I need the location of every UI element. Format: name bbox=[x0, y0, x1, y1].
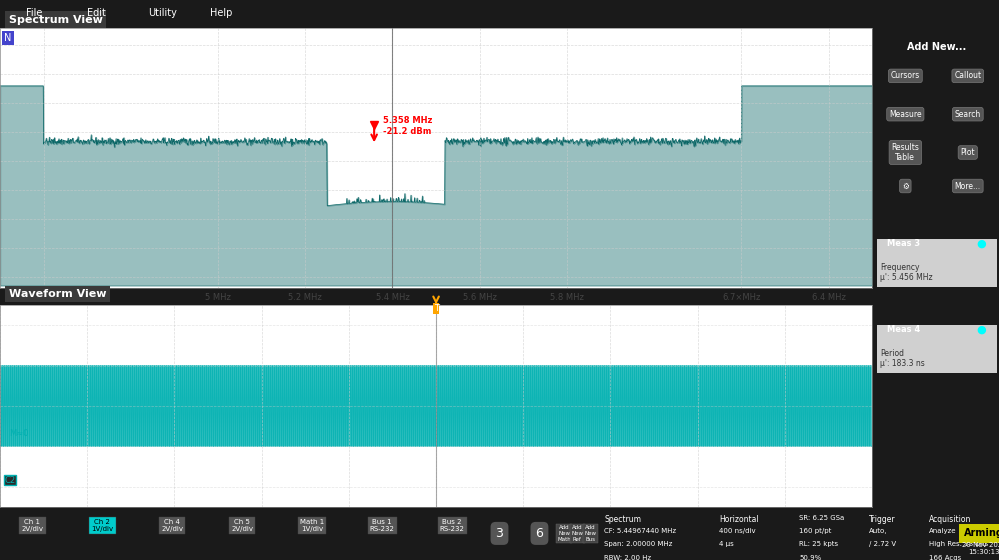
Text: Add
New
Math: Add New Math bbox=[557, 525, 571, 542]
Text: Waveform View: Waveform View bbox=[9, 289, 106, 299]
Text: / 2.72 V: / 2.72 V bbox=[869, 542, 896, 547]
Text: Math 1
1V/div: Math 1 1V/div bbox=[300, 519, 325, 532]
Text: Auto,: Auto, bbox=[869, 528, 888, 534]
Text: Add
New
Bus: Add New Bus bbox=[584, 525, 596, 542]
Text: ●: ● bbox=[977, 239, 987, 249]
Text: Callout: Callout bbox=[954, 71, 981, 81]
Text: 166 Acqs: 166 Acqs bbox=[929, 554, 961, 560]
Text: 4 μs: 4 μs bbox=[719, 542, 734, 547]
Text: Results
Table: Results Table bbox=[891, 143, 919, 162]
Text: Ch 5
2V/div: Ch 5 2V/div bbox=[231, 519, 254, 532]
Text: M≈0: M≈0 bbox=[9, 429, 28, 438]
Text: Ch 1
2V/div: Ch 1 2V/div bbox=[21, 519, 44, 532]
Text: 400 ns/div: 400 ns/div bbox=[719, 528, 756, 534]
Text: Meas 3: Meas 3 bbox=[887, 239, 920, 248]
Text: Ch 4
2V/div: Ch 4 2V/div bbox=[161, 519, 184, 532]
Text: 50.9%: 50.9% bbox=[799, 554, 821, 560]
Text: Measure: Measure bbox=[889, 110, 922, 119]
Text: Frequency
μ': 5.456 MHz: Frequency μ': 5.456 MHz bbox=[880, 263, 933, 282]
Text: Bus 2
RS-232: Bus 2 RS-232 bbox=[440, 519, 465, 532]
Text: ◀: ◀ bbox=[855, 314, 863, 323]
Text: Analyze: Analyze bbox=[929, 528, 957, 534]
Text: Trigger: Trigger bbox=[869, 515, 896, 524]
Text: Spectrum View: Spectrum View bbox=[9, 15, 103, 25]
Text: 6: 6 bbox=[535, 527, 543, 540]
Text: Cursors: Cursors bbox=[891, 71, 920, 81]
Text: SR: 6.25 GSa: SR: 6.25 GSa bbox=[799, 515, 844, 521]
Text: Arming: Arming bbox=[964, 529, 999, 538]
Text: ●: ● bbox=[977, 325, 987, 335]
Text: Period
μ': 183.3 ns: Period μ': 183.3 ns bbox=[880, 349, 925, 368]
Text: ⚙: ⚙ bbox=[902, 181, 909, 190]
Text: 160 pt/pt: 160 pt/pt bbox=[799, 528, 831, 534]
Text: Ch 2
1V/div: Ch 2 1V/div bbox=[91, 519, 114, 532]
Text: C2: C2 bbox=[4, 475, 16, 484]
Text: Plot: Plot bbox=[960, 148, 975, 157]
Text: Meas 4: Meas 4 bbox=[887, 325, 920, 334]
Text: High Res: 13 bits: High Res: 13 bits bbox=[929, 542, 988, 547]
FancyBboxPatch shape bbox=[877, 239, 997, 287]
Text: RBW: 2.00 Hz: RBW: 2.00 Hz bbox=[604, 554, 651, 560]
Text: Spectrum: Spectrum bbox=[604, 515, 641, 524]
Text: Horizontal: Horizontal bbox=[719, 515, 759, 524]
Text: Utility: Utility bbox=[149, 8, 178, 17]
Text: N: N bbox=[4, 33, 12, 43]
Text: 29 Nov 2023
15:30:13: 29 Nov 2023 15:30:13 bbox=[962, 542, 999, 554]
Text: Edit: Edit bbox=[88, 8, 106, 17]
Text: Search: Search bbox=[955, 110, 981, 119]
Text: Add New...: Add New... bbox=[907, 43, 966, 53]
Text: 5.358 MHz
-21.2 dBm: 5.358 MHz -21.2 dBm bbox=[383, 116, 433, 136]
Text: Add
New
Ref: Add New Ref bbox=[571, 525, 583, 542]
FancyBboxPatch shape bbox=[877, 325, 997, 373]
Text: Help: Help bbox=[210, 8, 232, 17]
Text: CF: 5.44967440 MHz: CF: 5.44967440 MHz bbox=[604, 528, 676, 534]
Text: Acquisition: Acquisition bbox=[929, 515, 971, 524]
Text: File: File bbox=[26, 8, 43, 17]
Text: Span: 2.00000 MHz: Span: 2.00000 MHz bbox=[604, 542, 672, 547]
Text: RL: 25 kpts: RL: 25 kpts bbox=[799, 542, 838, 547]
Text: 3: 3 bbox=[496, 527, 503, 540]
Text: More...: More... bbox=[955, 181, 981, 190]
Text: T: T bbox=[434, 304, 439, 313]
Text: Bus 1
RS-232: Bus 1 RS-232 bbox=[370, 519, 395, 532]
